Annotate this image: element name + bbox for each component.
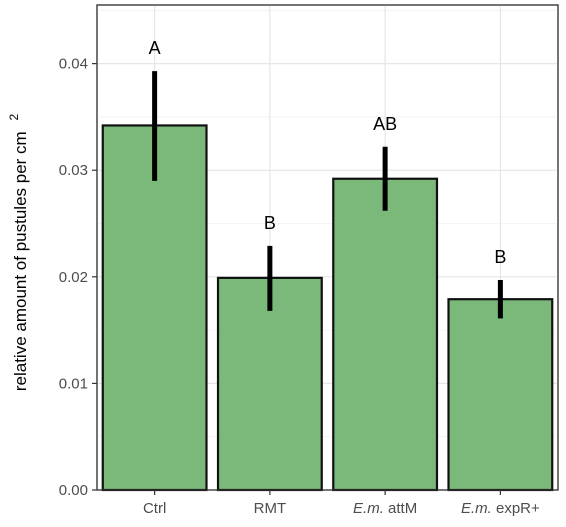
- x-tick-label-italic: E.m.: [353, 500, 384, 517]
- y-axis: 0.00 0.01 0.02 0.03 0.04: [59, 56, 97, 499]
- bar: [447, 298, 554, 492]
- x-tick-label: RMT: [254, 500, 287, 517]
- x-tick-label-italic: E.m.: [461, 500, 492, 517]
- x-tick-label-text: attM: [384, 500, 417, 517]
- x-tick-label: E.m. expR+: [461, 500, 540, 517]
- bar: [216, 276, 323, 492]
- y-axis-title-text: relative amount of pustules per cm: [11, 131, 30, 391]
- x-tick-label-text: expR+: [492, 500, 540, 517]
- y-tick-label: 0.03: [59, 162, 88, 179]
- y-tick-label: 0.01: [59, 375, 88, 392]
- x-axis: Ctrl RMT E.m. attM E.m. expR+: [143, 490, 540, 517]
- bar: [101, 124, 208, 492]
- x-tick-label: Ctrl: [143, 500, 166, 517]
- x-tick-label-text: RMT: [254, 500, 287, 517]
- significance-label: B: [264, 213, 276, 233]
- plot-panel-border: [96, 4, 559, 491]
- y-tick-label: 0.00: [59, 482, 88, 499]
- bar: [332, 177, 439, 492]
- y-axis-title-superscript: 2: [7, 114, 21, 121]
- error-bars: [152, 71, 503, 319]
- bars: [101, 124, 554, 492]
- y-tick-label: 0.02: [59, 269, 88, 286]
- y-axis-title: relative amount of pustules per cm 2: [7, 114, 30, 392]
- significance-label: AB: [373, 114, 397, 134]
- x-tick-label: E.m. attM: [353, 500, 417, 517]
- significance-label: A: [149, 38, 161, 58]
- y-tick-label: 0.04: [59, 56, 88, 73]
- x-tick-label-text: Ctrl: [143, 500, 166, 517]
- significance-label: B: [494, 247, 506, 267]
